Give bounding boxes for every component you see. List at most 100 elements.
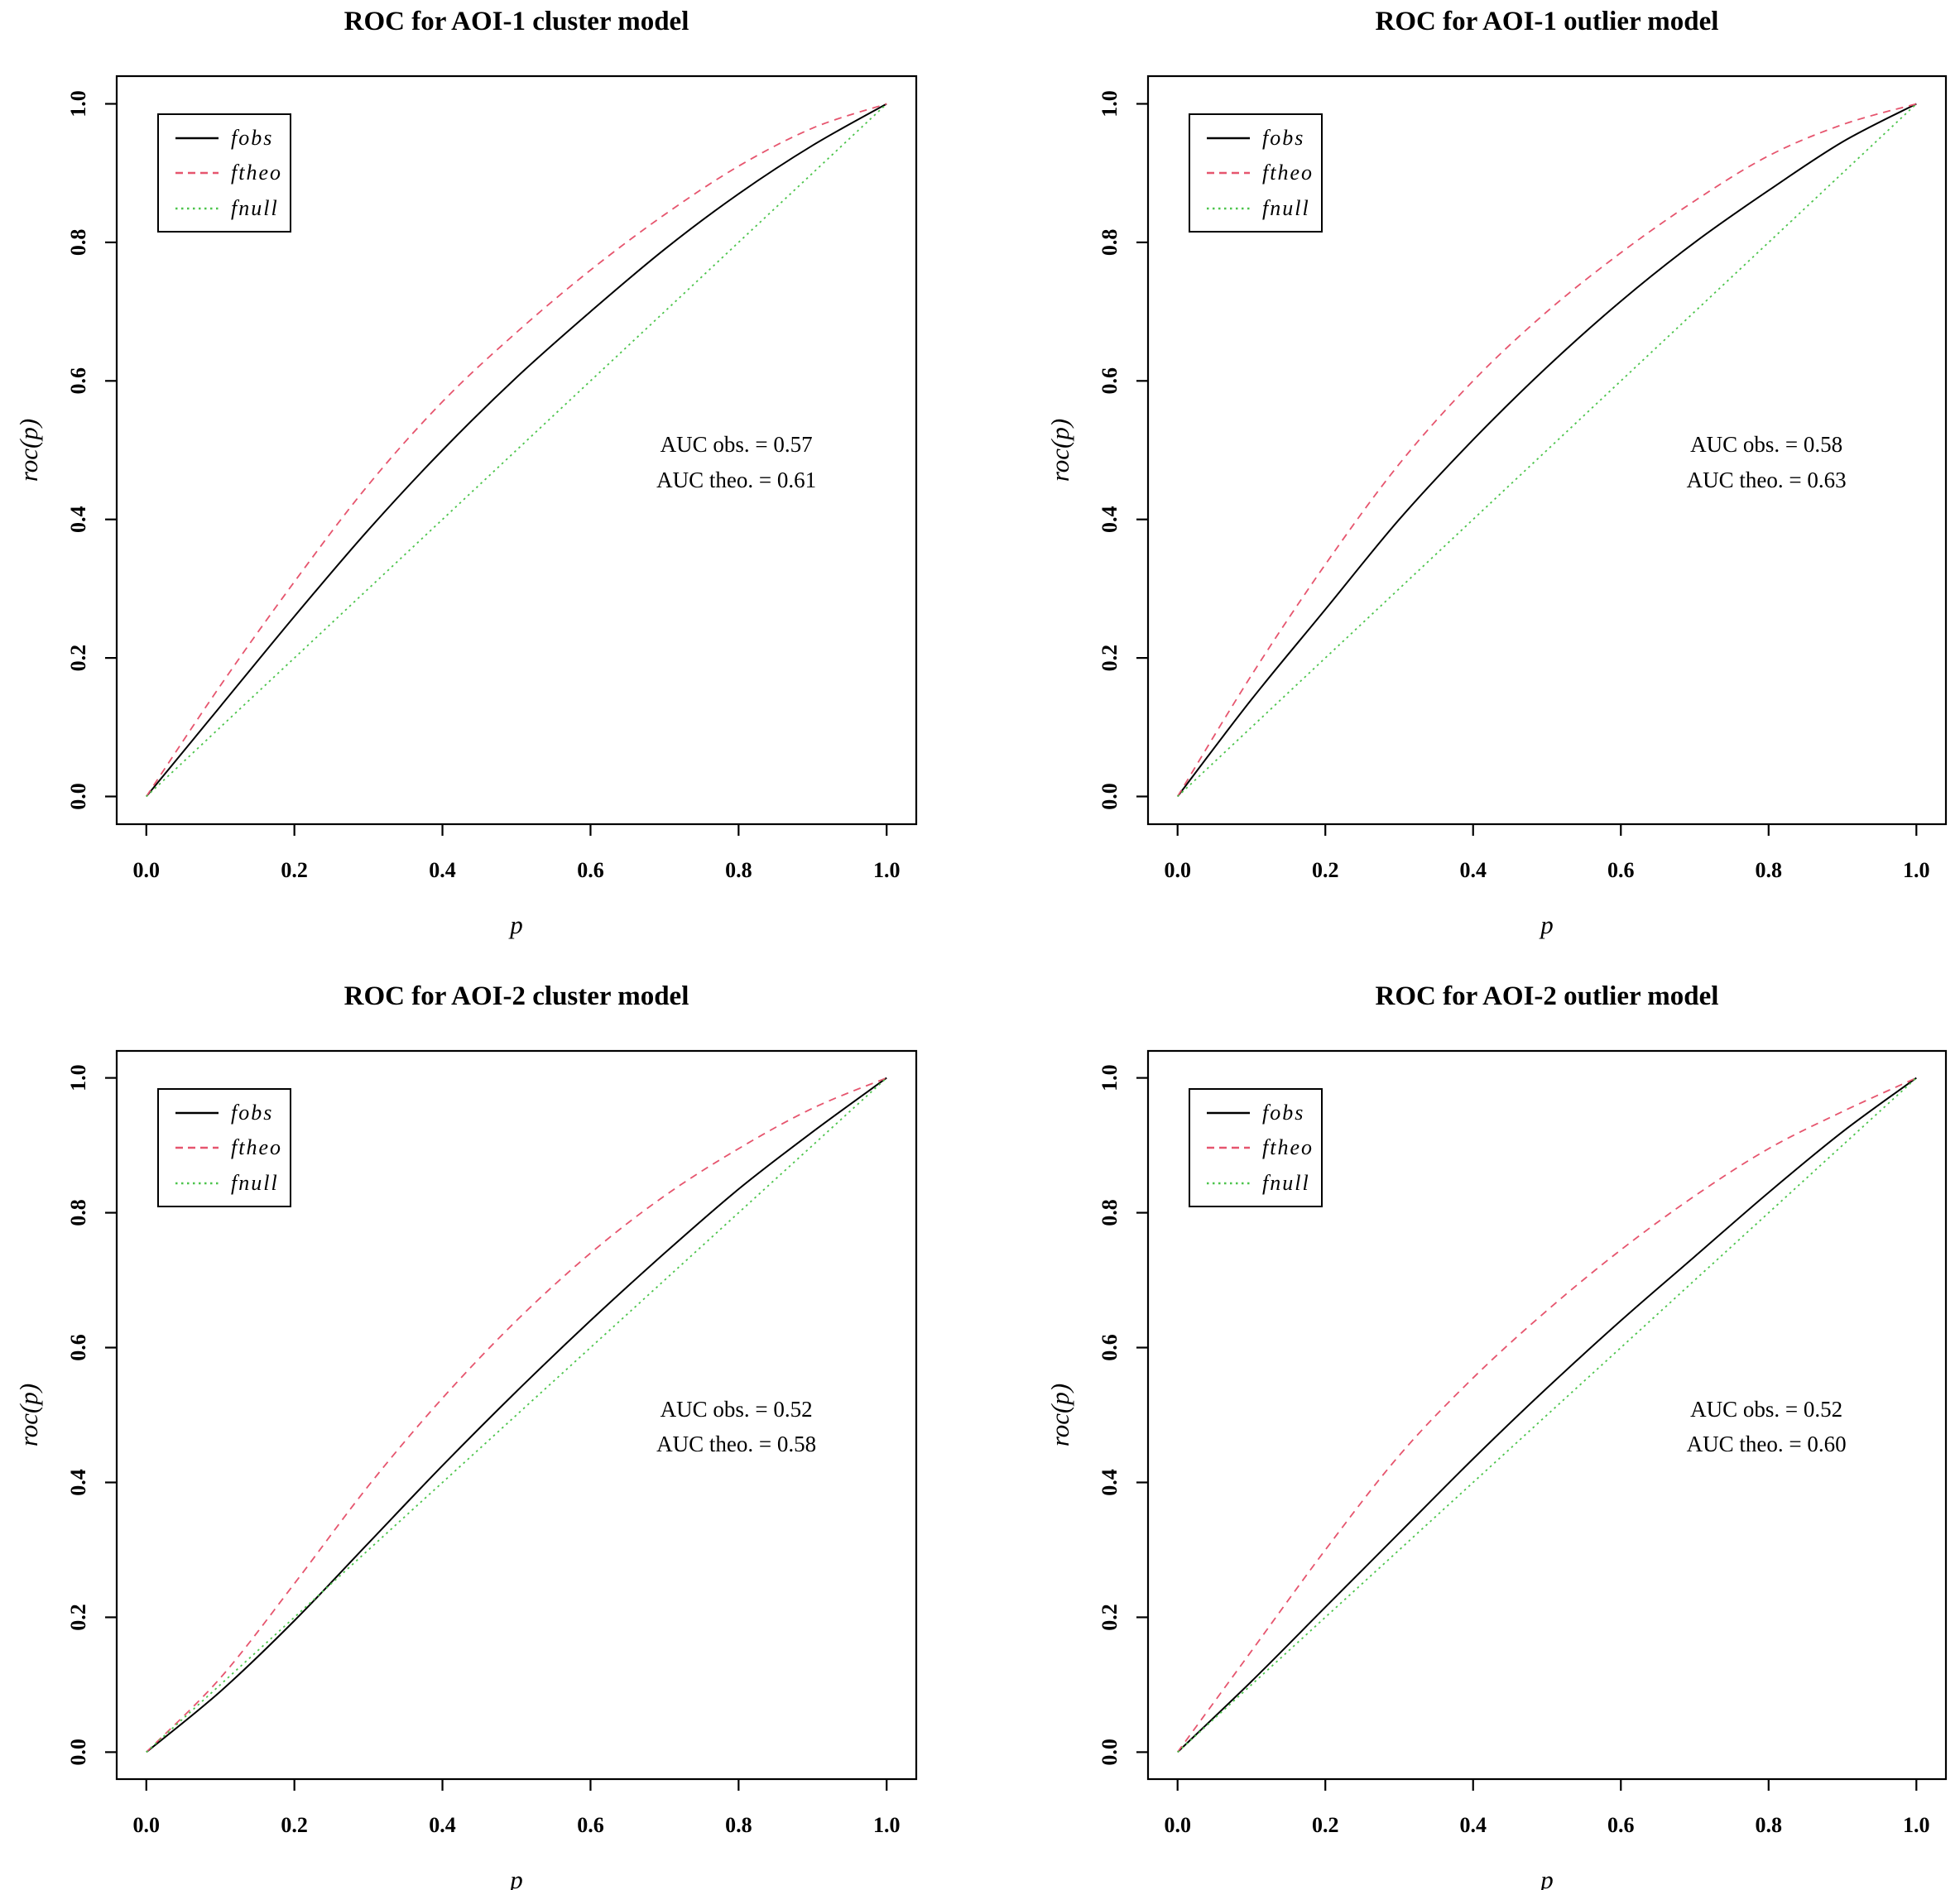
legend: fobs ftheo fnull bbox=[1189, 113, 1323, 233]
auc-theo-annotation: AUC theo. = 0.58 bbox=[656, 1432, 817, 1457]
x-tick-label: 1.0 bbox=[873, 1813, 901, 1837]
x-axis-label: p bbox=[1540, 910, 1554, 939]
legend-label: ftheo bbox=[231, 161, 282, 185]
y-tick-label: 0.8 bbox=[66, 229, 90, 257]
y-tick-label: 0.2 bbox=[1098, 1604, 1122, 1631]
y-axis-label: roc(p) bbox=[1045, 1383, 1074, 1447]
ftheo-curve bbox=[146, 103, 887, 797]
legend: fobs ftheo fnull bbox=[1189, 1088, 1323, 1207]
x-tick-label: 0.6 bbox=[577, 858, 604, 882]
auc-obs-annotation: AUC obs. = 0.57 bbox=[660, 432, 813, 457]
fobs-curve bbox=[146, 103, 887, 798]
legend-entry-fnull: fnull bbox=[175, 196, 290, 221]
auc-obs-annotation: AUC obs. = 0.58 bbox=[1690, 432, 1843, 457]
x-tick-label: 0.2 bbox=[281, 1813, 308, 1837]
dashed-line-sample-icon bbox=[175, 171, 219, 175]
plot-box bbox=[115, 74, 918, 826]
y-tick-label: 0.0 bbox=[1098, 1739, 1122, 1766]
fnull-curve bbox=[1177, 1077, 1917, 1753]
x-tick-label: 0.8 bbox=[725, 1813, 752, 1837]
y-tick-label: 0.6 bbox=[1098, 367, 1122, 395]
auc-obs-annotation: AUC obs. = 0.52 bbox=[1690, 1397, 1843, 1422]
y-axis-label: roc(p) bbox=[14, 418, 43, 482]
auc-theo-annotation: AUC theo. = 0.63 bbox=[1686, 468, 1847, 493]
legend-entry-fnull: fnull bbox=[1207, 196, 1321, 221]
y-tick-label: 0.2 bbox=[66, 1604, 90, 1631]
fobs-curve bbox=[1177, 1077, 1917, 1753]
x-tick-label: 0.6 bbox=[1607, 1813, 1635, 1837]
fnull-curve bbox=[146, 1077, 887, 1753]
legend-entry-fobs: fobs bbox=[1207, 1101, 1321, 1125]
x-tick-label: 0.4 bbox=[1459, 1813, 1487, 1837]
y-tick-label: 1.0 bbox=[66, 1064, 90, 1091]
x-tick-label: 0.0 bbox=[133, 858, 161, 882]
chart-title-aoi1-cluster: ROC for AOI-1 cluster model bbox=[343, 7, 689, 36]
x-tick-label: 0.4 bbox=[429, 858, 456, 882]
y-tick-label: 0.2 bbox=[66, 645, 90, 672]
dotted-line-sample-icon bbox=[1207, 207, 1250, 209]
x-tick-label: 0.4 bbox=[1459, 858, 1487, 882]
x-tick-label: 0.8 bbox=[1756, 1813, 1783, 1837]
dashed-line-sample-icon bbox=[1207, 1146, 1250, 1149]
y-tick-label: 0.8 bbox=[1098, 1199, 1122, 1226]
legend-label: fobs bbox=[1262, 125, 1305, 150]
dashed-line-sample-icon bbox=[1207, 171, 1250, 175]
legend-entry-ftheo: ftheo bbox=[1207, 1135, 1321, 1160]
y-tick-label: 0.6 bbox=[1098, 1334, 1122, 1361]
chart-title-aoi2-cluster: ROC for AOI-2 cluster model bbox=[343, 981, 689, 1011]
solid-line-sample-icon bbox=[175, 1111, 219, 1114]
legend-label: ftheo bbox=[1262, 1135, 1314, 1159]
y-tick-label: 0.2 bbox=[1098, 645, 1122, 672]
ftheo-curve bbox=[1176, 1077, 1917, 1753]
legend: fobs ftheo fnull bbox=[157, 113, 291, 233]
auc-obs-annotation: AUC obs. = 0.52 bbox=[660, 1397, 813, 1422]
plot-box bbox=[115, 1049, 918, 1781]
dashed-line-sample-icon bbox=[175, 1146, 219, 1149]
plot-box bbox=[1146, 74, 1948, 826]
chart-title-aoi2-outlier: ROC for AOI-2 outlier model bbox=[1375, 981, 1719, 1011]
y-tick-label: 1.0 bbox=[66, 90, 90, 117]
x-axis-label: p bbox=[510, 1865, 523, 1890]
y-axis-label: roc(p) bbox=[14, 1383, 43, 1447]
legend-label: fobs bbox=[1262, 1100, 1305, 1125]
solid-line-sample-icon bbox=[1207, 137, 1250, 139]
y-tick-label: 0.4 bbox=[66, 1469, 90, 1496]
ftheo-curve bbox=[146, 1077, 887, 1753]
x-tick-label: 0.0 bbox=[1164, 858, 1191, 882]
fnull-curve bbox=[146, 103, 887, 798]
dotted-line-sample-icon bbox=[175, 1182, 219, 1184]
x-tick-label: 1.0 bbox=[1903, 1813, 1930, 1837]
fobs-curve bbox=[146, 1077, 887, 1753]
x-tick-label: 0.2 bbox=[281, 858, 308, 882]
x-axis-label: p bbox=[1540, 1865, 1554, 1890]
x-tick-label: 0.0 bbox=[1164, 1813, 1191, 1837]
y-tick-label: 0.4 bbox=[66, 506, 90, 533]
legend-entry-fnull: fnull bbox=[1207, 1171, 1321, 1196]
legend-entry-fobs: fobs bbox=[1207, 126, 1321, 151]
legend-label: fnull bbox=[1262, 195, 1310, 220]
x-tick-label: 0.2 bbox=[1312, 1813, 1339, 1837]
legend: fobs ftheo fnull bbox=[157, 1088, 291, 1207]
auc-theo-annotation: AUC theo. = 0.61 bbox=[656, 468, 817, 493]
legend-entry-ftheo: ftheo bbox=[175, 1135, 290, 1160]
x-tick-label: 0.2 bbox=[1312, 858, 1339, 882]
legend-label: fobs bbox=[231, 125, 274, 150]
y-tick-label: 0.4 bbox=[1098, 1469, 1122, 1496]
x-tick-label: 0.8 bbox=[725, 858, 752, 882]
y-tick-label: 1.0 bbox=[1098, 90, 1122, 117]
y-tick-label: 0.0 bbox=[66, 1739, 90, 1766]
dotted-line-sample-icon bbox=[1207, 1182, 1250, 1184]
legend-label: fnull bbox=[231, 195, 279, 220]
x-tick-label: 1.0 bbox=[873, 858, 901, 882]
x-tick-label: 0.0 bbox=[133, 1813, 161, 1837]
x-tick-label: 0.4 bbox=[429, 1813, 456, 1837]
x-tick-label: 0.6 bbox=[1607, 858, 1635, 882]
x-axis-label: p bbox=[510, 910, 523, 939]
ftheo-curve bbox=[1176, 103, 1917, 797]
y-axis-label: roc(p) bbox=[1045, 418, 1074, 482]
plot-box bbox=[1146, 1049, 1948, 1781]
legend-label: ftheo bbox=[1262, 161, 1314, 185]
y-tick-label: 1.0 bbox=[1098, 1064, 1122, 1091]
